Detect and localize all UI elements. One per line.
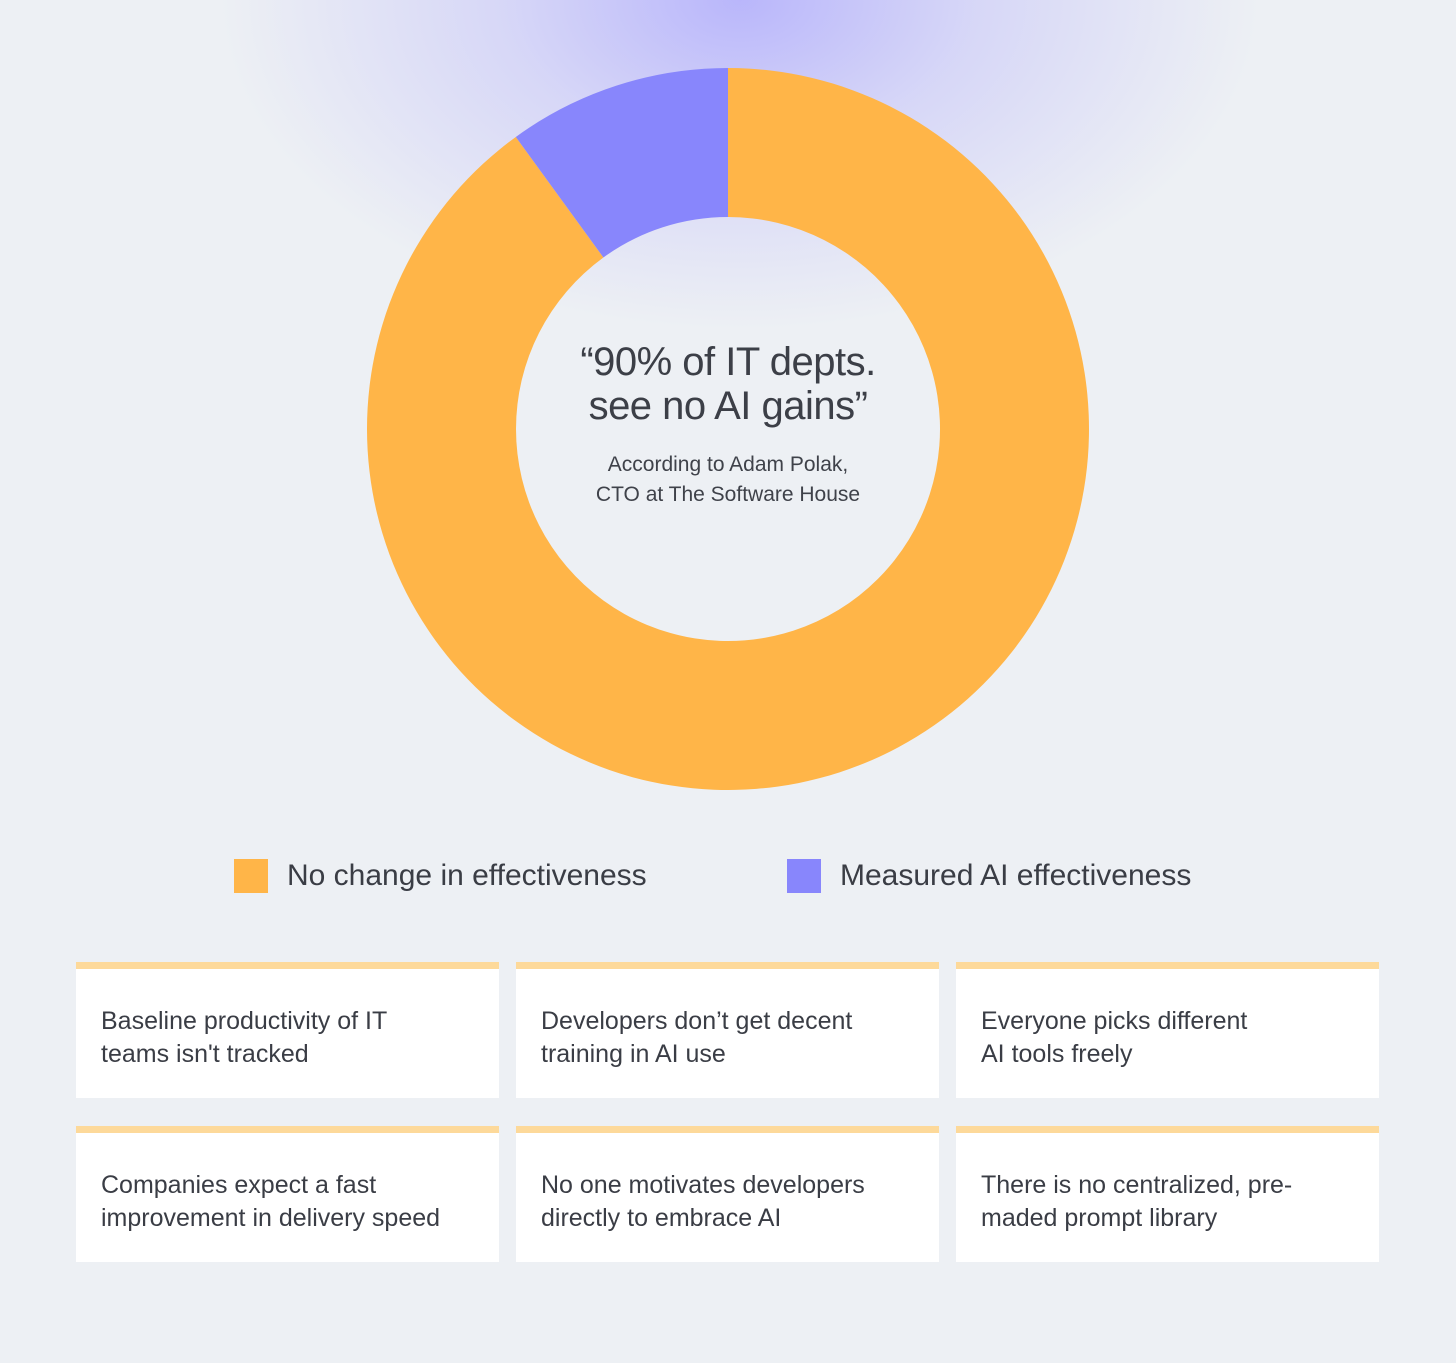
reason-text: Everyone picks different AI tools freely xyxy=(981,1007,1248,1068)
chart-headline: “90% of IT depts. see no AI gains” xyxy=(580,340,876,428)
legend-item-no-change: No change in effectiveness xyxy=(234,858,647,894)
chart-legend: No change in effectiveness Measured AI e… xyxy=(0,858,1456,894)
reason-text: Companies expect a fast improvement in d… xyxy=(101,1171,441,1232)
legend-label: Measured AI effectiveness xyxy=(840,859,1192,892)
legend-label: No change in effectiveness xyxy=(287,859,647,892)
reason-text: Developers don’t get decent training in … xyxy=(541,1007,853,1068)
legend-item-measured: Measured AI effectiveness xyxy=(787,858,1191,894)
reason-card: Companies expect a fast improvement in d… xyxy=(76,1126,499,1262)
donut-chart xyxy=(366,68,1090,790)
reason-card: There is no centralized, pre- maded prom… xyxy=(956,1126,1379,1262)
reason-card: Baseline productivity of IT teams isn't … xyxy=(76,962,499,1098)
reasons-grid: Baseline productivity of IT teams isn't … xyxy=(76,962,1381,1262)
legend-swatch-orange xyxy=(234,859,268,893)
reason-card: Everyone picks different AI tools freely xyxy=(956,962,1379,1098)
reason-text: Baseline productivity of IT teams isn't … xyxy=(101,1007,388,1068)
reason-text: No one motivates developers directly to … xyxy=(541,1171,865,1232)
donut-center-text: “90% of IT depts. see no AI gains” Accor… xyxy=(528,340,928,510)
donut-slice-no-change xyxy=(366,68,1090,790)
reason-card: No one motivates developers directly to … xyxy=(516,1126,939,1262)
chart-attribution: According to Adam Polak, CTO at The Soft… xyxy=(595,453,861,506)
donut-slice-measured xyxy=(515,68,728,258)
reason-text: There is no centralized, pre- maded prom… xyxy=(981,1171,1293,1232)
legend-swatch-purple xyxy=(787,859,821,893)
reason-card: Developers don’t get decent training in … xyxy=(516,962,939,1098)
